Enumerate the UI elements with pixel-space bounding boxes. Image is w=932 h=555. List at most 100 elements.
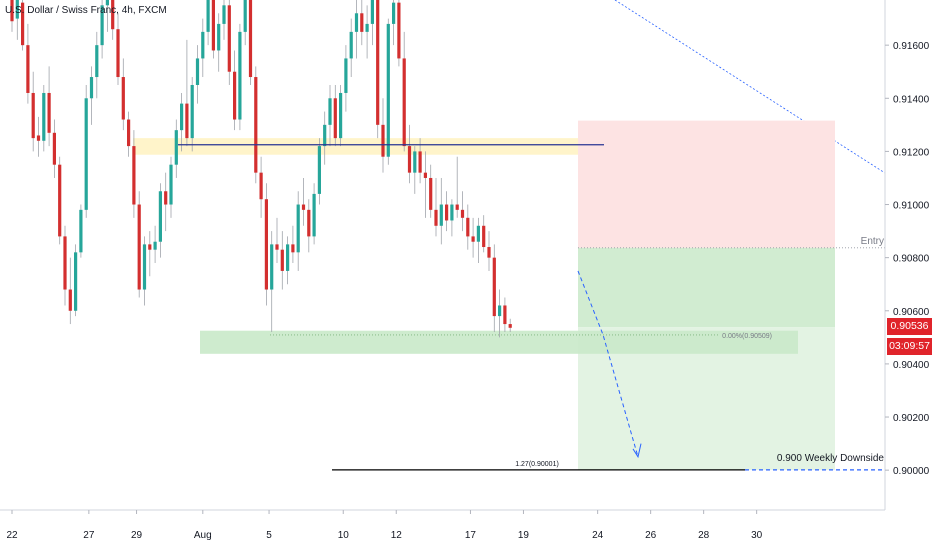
candle (429, 164, 433, 218)
candle-body (328, 98, 332, 125)
candle-body (476, 225, 480, 242)
candle-body (291, 244, 295, 253)
candle-body (63, 236, 67, 290)
candle-body (445, 204, 449, 221)
candle (233, 50, 237, 131)
candle (286, 236, 290, 285)
candle-body (142, 244, 147, 290)
y-tick-label: 0.90600 (893, 307, 930, 318)
candle (508, 318, 512, 333)
candle-body (286, 244, 290, 271)
x-tick-label: 5 (266, 530, 272, 541)
candle (301, 177, 306, 226)
candle (445, 191, 449, 232)
candle-body (211, 0, 215, 51)
candle (217, 13, 221, 72)
candle (307, 199, 311, 253)
current-price-badge: 0.90536 (887, 318, 932, 335)
candle-body (339, 92, 343, 139)
candle-body (381, 124, 385, 157)
candle (370, 0, 374, 46)
candle-body (386, 23, 390, 157)
x-tick-label: 22 (6, 530, 18, 541)
candle-body (121, 77, 125, 120)
candle-body (487, 247, 491, 258)
candle-body (275, 244, 279, 250)
candle-body (15, 0, 19, 19)
candle-body (26, 45, 30, 93)
candle-body (169, 164, 173, 205)
candle (296, 191, 300, 271)
candle-body (31, 92, 35, 139)
candle (111, 0, 115, 40)
candle (95, 31, 99, 99)
candle (381, 98, 385, 173)
x-tick-label: 10 (338, 530, 350, 541)
candle (15, 0, 19, 40)
candle (434, 177, 438, 237)
candle (100, 0, 104, 59)
candle-body (254, 77, 258, 173)
candle-body (333, 98, 337, 139)
candle-body (58, 164, 62, 237)
y-tick-label: 0.91200 (893, 147, 930, 158)
candle-body (296, 204, 300, 253)
candle (26, 23, 30, 104)
candle-body (180, 103, 184, 131)
candle (376, 0, 380, 139)
candle-body (344, 58, 348, 93)
candle-body (460, 209, 465, 218)
y-tick-label: 0.90400 (893, 360, 930, 371)
candle (418, 138, 422, 184)
candle (68, 257, 72, 325)
x-tick-label: 19 (518, 530, 530, 541)
candle (482, 215, 486, 253)
candle (84, 85, 88, 218)
candle-body (89, 77, 94, 99)
candle (158, 183, 162, 258)
x-tick-label: 27 (83, 530, 95, 541)
candle (386, 18, 390, 165)
candle-body (68, 289, 72, 311)
candle-body (127, 119, 131, 147)
candle-body (174, 130, 178, 165)
candle-body (132, 146, 136, 205)
candle (47, 66, 51, 147)
candle (89, 66, 94, 125)
candle (471, 217, 475, 258)
candle (206, 0, 210, 46)
candle-body (137, 204, 141, 290)
candle (52, 119, 56, 178)
candle-body (10, 0, 14, 22)
candle (312, 183, 316, 245)
candle-body (418, 151, 422, 173)
candle-body (227, 5, 231, 72)
candle-body (148, 244, 152, 250)
candle-body (466, 217, 470, 237)
y-tick-label: 0.90800 (893, 254, 930, 265)
candle-body (503, 305, 507, 325)
candle (79, 204, 83, 258)
downside-label: 0.900 Weekly Downside (777, 453, 885, 464)
candle-body (360, 13, 364, 32)
candle (164, 172, 168, 232)
candle (487, 231, 491, 271)
candle-body (74, 252, 78, 311)
x-tick-label: 26 (645, 530, 657, 541)
candle (450, 199, 454, 237)
candle (317, 138, 321, 205)
candle-body (47, 92, 51, 133)
candle (132, 130, 136, 218)
candle (344, 45, 348, 112)
candle-body (508, 324, 512, 328)
candle-body (307, 209, 311, 237)
candle-body (164, 191, 168, 205)
candle (365, 5, 369, 59)
countdown-badge: 03:09:57 (887, 338, 932, 355)
support-zone (200, 330, 798, 354)
candle (413, 146, 417, 194)
y-tick-label: 0.91400 (893, 94, 930, 105)
candle (397, 0, 401, 67)
